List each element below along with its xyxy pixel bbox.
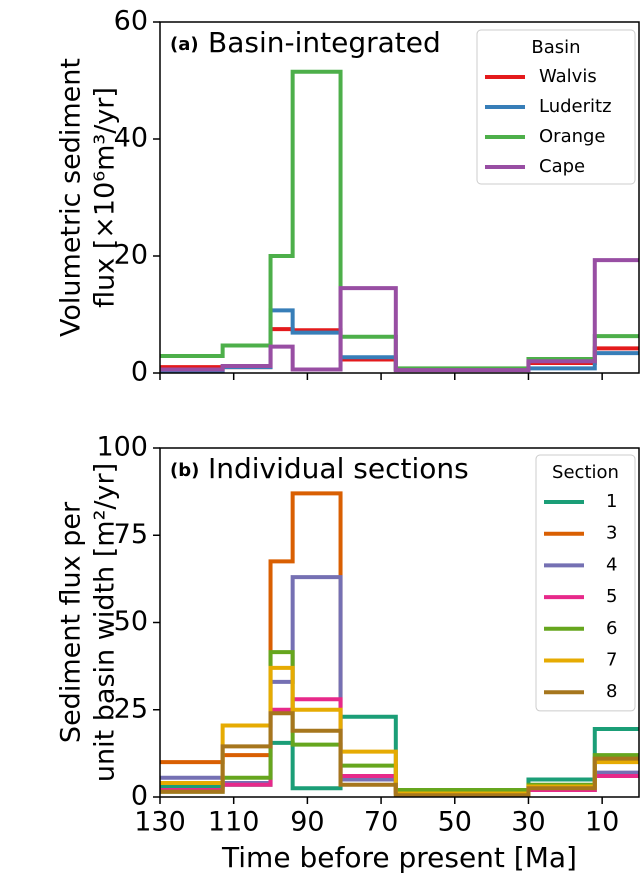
y-tick-label: 0: [131, 781, 148, 812]
panel-label: (b): [170, 460, 199, 481]
panel-title: Individual sections: [208, 452, 469, 485]
legend-box: [476, 29, 636, 185]
axes-frame: [159, 21, 640, 374]
legend-label: Walvis: [539, 66, 597, 87]
legend-label: 7: [606, 650, 617, 671]
y-axis-label: unit basin width [m²/yr]: [90, 463, 121, 782]
step-line: [160, 327, 639, 372]
plot-area: [160, 491, 639, 797]
x-tick-label: 130: [134, 807, 186, 838]
legend-label: 8: [606, 681, 617, 702]
legend-box: [535, 454, 636, 712]
legend-title: Section: [552, 462, 619, 483]
y-tick-label: 50: [114, 606, 148, 637]
y-axis-label: flux [×10⁶m³/yr]: [90, 87, 121, 308]
x-tick-label: 30: [511, 807, 545, 838]
y-tick-label: 100: [96, 432, 148, 463]
legend-label: 6: [606, 618, 617, 639]
y-tick-label: 20: [114, 240, 148, 271]
panel-title: Basin-integrated: [208, 26, 441, 59]
panel-label: (a): [170, 34, 199, 55]
y-tick-label: 25: [114, 693, 148, 724]
y-axis-label: Sediment flux per: [56, 501, 87, 743]
step-line: [160, 258, 639, 373]
y-tick-label: 60: [114, 6, 148, 37]
x-axis-label: Time before present [Ma]: [221, 841, 577, 874]
legend-label: 3: [606, 523, 617, 544]
y-tick-label: 40: [114, 123, 148, 154]
x-tick-label: 10: [585, 807, 619, 838]
x-tick-label: 70: [364, 807, 398, 838]
plot-area: [160, 69, 639, 373]
legend-label: 5: [606, 586, 617, 607]
y-axis-label: Volumetric sediment: [56, 58, 87, 337]
x-tick-label: 50: [438, 807, 472, 838]
legend-label: 4: [606, 554, 617, 575]
x-tick-label: 90: [290, 807, 324, 838]
y-tick-label: 75: [114, 519, 148, 550]
step-line: [160, 711, 639, 797]
step-line: [160, 69, 639, 371]
legend-label: Luderitz: [539, 96, 612, 117]
legend-label: 1: [606, 491, 617, 512]
legend-label: Cape: [539, 156, 585, 177]
axes-frame: [159, 447, 640, 798]
legend-title: Basin: [531, 37, 580, 58]
legend-label: Orange: [539, 126, 606, 147]
x-tick-label: 110: [208, 807, 260, 838]
y-tick-label: 0: [131, 357, 148, 388]
